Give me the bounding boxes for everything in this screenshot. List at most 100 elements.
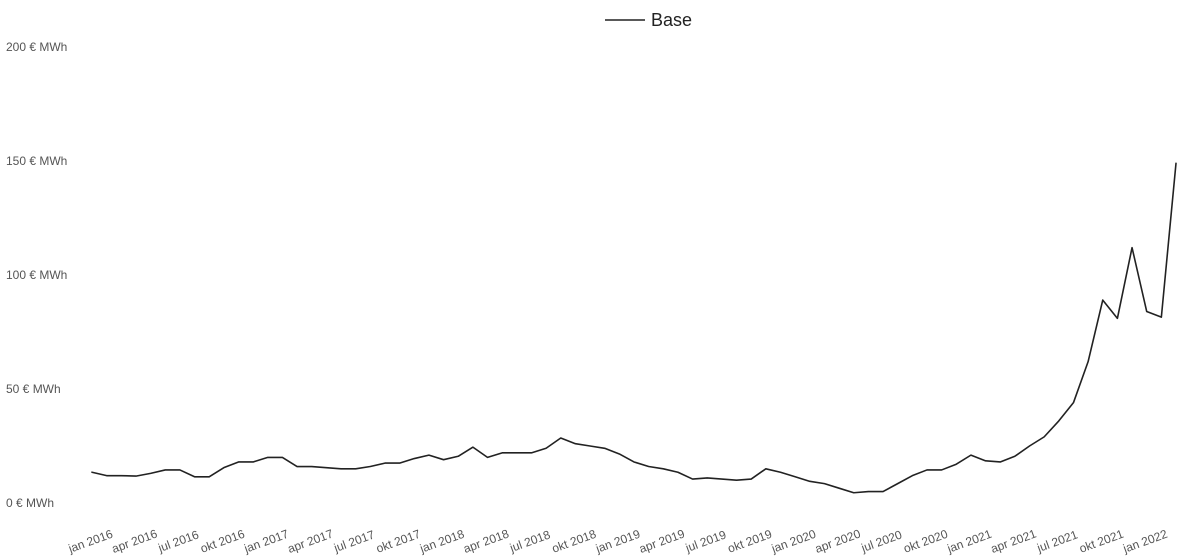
data-point xyxy=(311,465,313,467)
x-tick-label: jan 2020 xyxy=(769,527,818,556)
y-tick-label: 150 € MWh xyxy=(6,154,67,168)
x-tick-label: apr 2021 xyxy=(989,526,1039,555)
data-point xyxy=(442,458,444,460)
data-point xyxy=(1014,455,1016,457)
data-point xyxy=(1160,316,1162,318)
y-tick-label: 200 € MWh xyxy=(6,40,67,54)
series-line-base xyxy=(91,162,1177,494)
x-tick-label: okt 2019 xyxy=(726,527,774,556)
data-point xyxy=(999,461,1001,463)
x-tick-label: jul 2018 xyxy=(507,527,553,555)
data-point xyxy=(472,446,474,448)
data-point xyxy=(384,462,386,464)
data-point xyxy=(516,452,518,454)
data-point xyxy=(853,492,855,494)
data-point xyxy=(340,468,342,470)
x-tick-label: apr 2019 xyxy=(637,526,687,555)
data-point xyxy=(296,465,298,467)
data-point xyxy=(413,457,415,459)
data-point xyxy=(1043,436,1045,438)
x-tick-label: jul 2019 xyxy=(683,527,729,555)
data-point xyxy=(428,454,430,456)
x-tick-label: okt 2020 xyxy=(902,527,950,556)
x-tick-label: apr 2017 xyxy=(286,526,336,555)
data-point xyxy=(149,472,151,474)
data-point xyxy=(940,469,942,471)
x-tick-label: jan 2017 xyxy=(241,527,290,556)
data-point xyxy=(984,460,986,462)
x-tick-label: apr 2018 xyxy=(461,526,511,555)
x-tick-label: apr 2020 xyxy=(813,526,863,555)
y-tick-label: 0 € MWh xyxy=(6,496,54,510)
x-tick-label: apr 2016 xyxy=(110,526,160,555)
data-point xyxy=(560,437,562,439)
data-point xyxy=(179,469,181,471)
y-tick-label: 100 € MWh xyxy=(6,268,67,282)
x-tick-label: jan 2018 xyxy=(417,527,466,556)
data-point xyxy=(530,452,532,454)
data-point xyxy=(589,445,591,447)
data-point xyxy=(750,478,752,480)
data-point xyxy=(354,468,356,470)
data-point xyxy=(223,466,225,468)
data-point xyxy=(252,461,254,463)
data-point xyxy=(779,471,781,473)
data-point xyxy=(970,454,972,456)
data-point xyxy=(120,474,122,476)
data-point xyxy=(91,471,93,473)
data-point xyxy=(1146,310,1148,312)
data-point xyxy=(398,462,400,464)
plot-area xyxy=(91,162,1177,494)
data-point xyxy=(838,487,840,489)
data-point xyxy=(135,475,137,477)
data-point xyxy=(457,455,459,457)
data-point xyxy=(662,468,664,470)
legend-label-base: Base xyxy=(651,10,692,30)
x-tick-label: okt 2017 xyxy=(374,527,422,556)
data-point xyxy=(604,447,606,449)
data-point xyxy=(765,468,767,470)
data-point xyxy=(164,469,166,471)
data-point xyxy=(882,490,884,492)
x-tick-label: jan 2016 xyxy=(66,527,115,556)
x-tick-label: jul 2017 xyxy=(331,527,377,555)
x-tick-label: jul 2021 xyxy=(1034,527,1080,555)
data-point xyxy=(105,474,107,476)
data-point xyxy=(618,453,620,455)
data-point xyxy=(691,478,693,480)
data-point xyxy=(1116,317,1118,319)
data-point xyxy=(369,465,371,467)
data-point xyxy=(823,482,825,484)
x-tick-label: jul 2020 xyxy=(859,527,905,555)
y-axis: 0 € MWh 50 € MWh 100 € MWh 150 € MWh 200 € M… xyxy=(6,40,67,510)
data-point xyxy=(955,463,957,465)
data-point xyxy=(867,490,869,492)
x-tick-label: jan 2021 xyxy=(945,527,994,556)
data-point xyxy=(545,447,547,449)
data-point xyxy=(647,465,649,467)
legend: Base xyxy=(605,10,692,30)
data-point xyxy=(1072,401,1074,403)
data-point xyxy=(1028,445,1030,447)
x-tick-label: okt 2018 xyxy=(550,527,598,556)
data-point xyxy=(677,471,679,473)
data-point xyxy=(208,476,210,478)
data-point xyxy=(1175,162,1177,164)
data-point xyxy=(281,456,283,458)
data-point xyxy=(896,482,898,484)
data-point xyxy=(809,480,811,482)
data-point xyxy=(574,443,576,445)
data-point xyxy=(735,479,737,481)
x-tick-label: jul 2016 xyxy=(155,527,201,555)
data-point xyxy=(1102,299,1104,301)
x-tick-label: okt 2016 xyxy=(198,527,246,556)
data-point xyxy=(926,469,928,471)
data-point xyxy=(193,476,195,478)
data-point xyxy=(1087,360,1089,362)
x-tick-label: jan 2022 xyxy=(1120,527,1169,556)
x-tick-label: jan 2019 xyxy=(593,527,642,556)
data-point xyxy=(1058,420,1060,422)
